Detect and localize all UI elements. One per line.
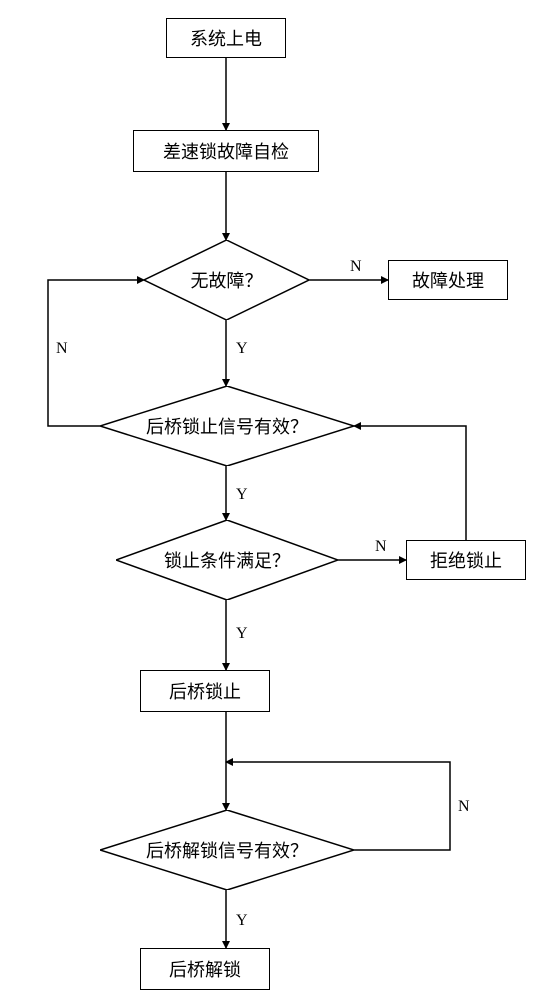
node-label: 无故障？ [191,267,263,293]
flow-node-n8: 后桥锁止 [140,670,270,712]
node-label: 拒绝锁止 [430,547,502,573]
edge-label: Y [236,340,248,358]
flow-node-n6: 锁止条件满足？ [116,520,338,600]
node-label: 后桥解锁 [169,956,241,982]
edge-label: Y [236,912,248,930]
node-label: 差速锁故障自检 [163,138,289,164]
node-label: 后桥解锁信号有效？ [146,837,308,863]
flow-node-n7: 拒绝锁止 [406,540,526,580]
flowchart-canvas: N Y N Y N Y N Y 系统上电差速锁故障自检无故障？ 故障处理后桥锁止信号有效？ 锁止条件… [0,0,557,1000]
node-label: 故障处理 [412,267,484,293]
flow-node-n2: 差速锁故障自检 [133,130,319,172]
edge-label: N [56,340,68,358]
edge-label: Y [236,625,248,643]
flow-node-n9: 后桥解锁信号有效？ [100,810,354,890]
edge-label: N [375,538,387,556]
edge-label: N [350,258,362,276]
flow-node-n1: 系统上电 [166,18,286,58]
node-label: 后桥锁止 [169,678,241,704]
edge-label: N [458,798,470,816]
flow-node-n5: 后桥锁止信号有效？ [100,386,354,466]
node-label: 系统上电 [190,25,262,51]
node-label: 后桥锁止信号有效？ [146,413,308,439]
flow-node-n10: 后桥解锁 [140,948,270,990]
node-label: 锁止条件满足？ [164,547,290,573]
flow-node-n4: 故障处理 [388,260,508,300]
edge-label: Y [236,486,248,504]
flow-edge [354,426,466,540]
flow-node-n3: 无故障？ [144,240,309,320]
